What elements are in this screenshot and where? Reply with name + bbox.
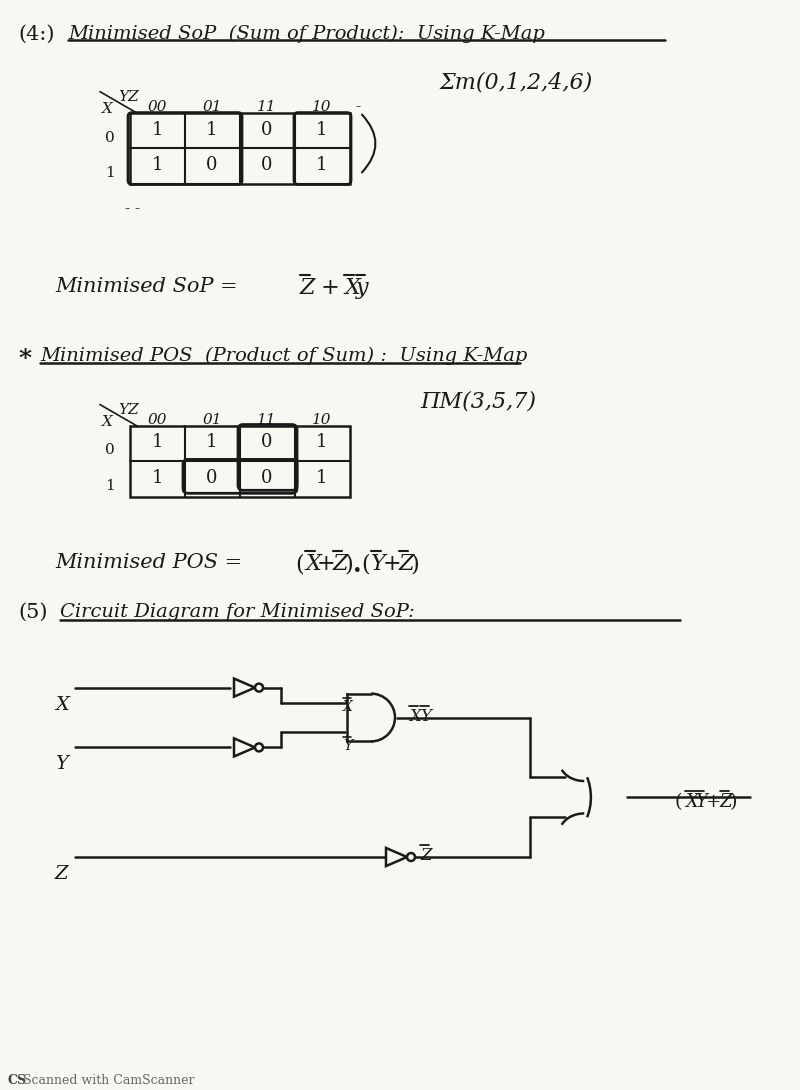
Text: *: * (18, 347, 31, 371)
Text: +: + (317, 553, 336, 576)
Text: 00: 00 (147, 99, 166, 113)
Text: Y: Y (371, 553, 386, 576)
Text: 0: 0 (262, 157, 273, 174)
Text: 10: 10 (312, 413, 332, 426)
Text: (: ( (675, 794, 682, 811)
Text: 01: 01 (202, 413, 222, 426)
Text: ): ) (730, 794, 738, 811)
Text: X: X (55, 695, 69, 714)
Text: YZ: YZ (118, 89, 138, 104)
Text: 0: 0 (262, 434, 273, 451)
Text: 1: 1 (206, 434, 218, 451)
Text: Z: Z (300, 277, 315, 299)
Text: CS: CS (8, 1075, 27, 1088)
Text: 1: 1 (151, 434, 162, 451)
Text: 1: 1 (151, 157, 162, 174)
Text: YZ: YZ (118, 402, 138, 416)
Text: X: X (344, 277, 360, 299)
Bar (130, 112, 350, 184)
Text: - -: - - (125, 203, 140, 216)
Text: Minimised SoP =: Minimised SoP = (55, 277, 244, 296)
Text: 1: 1 (151, 121, 162, 138)
Text: 11: 11 (258, 99, 277, 113)
Text: (: ( (361, 553, 370, 576)
Text: 1: 1 (316, 157, 328, 174)
Text: X: X (685, 794, 698, 811)
Text: 10: 10 (312, 99, 332, 113)
Text: 0: 0 (262, 121, 273, 138)
Text: 01: 01 (202, 99, 222, 113)
Text: 0: 0 (206, 157, 218, 174)
Text: +: + (314, 277, 347, 299)
Text: Y: Y (55, 755, 68, 774)
Text: (5): (5) (18, 603, 47, 622)
Text: 00: 00 (147, 413, 166, 426)
Text: X: X (409, 707, 421, 725)
Text: Z: Z (399, 553, 414, 576)
Text: 0: 0 (262, 470, 273, 487)
Text: +Z: +Z (705, 794, 733, 811)
Text: Y: Y (343, 739, 352, 753)
Text: Y: Y (420, 707, 431, 725)
Text: Minimised SoP  (Sum of Product):  Using K-Map: Minimised SoP (Sum of Product): Using K-… (68, 25, 545, 44)
Text: ΠM(3,5,7): ΠM(3,5,7) (420, 390, 536, 413)
Text: Circuit Diagram for Minimised SoP:: Circuit Diagram for Minimised SoP: (60, 603, 414, 621)
Text: Scanned with CamScanner: Scanned with CamScanner (23, 1075, 194, 1088)
Text: 11: 11 (258, 413, 277, 426)
Bar (130, 425, 350, 497)
Text: X: X (102, 101, 113, 116)
Text: 1: 1 (206, 121, 218, 138)
Text: 0: 0 (105, 444, 115, 458)
Text: Y: Y (695, 794, 707, 811)
Text: (: ( (295, 553, 304, 576)
Text: Z: Z (55, 865, 69, 883)
Text: ): ) (344, 553, 353, 576)
Text: Minimised POS  (Product of Sum) :  Using K-Map: Minimised POS (Product of Sum) : Using K… (40, 347, 527, 365)
Text: 1: 1 (316, 434, 328, 451)
Text: 1: 1 (105, 167, 115, 181)
Text: +: + (383, 553, 402, 576)
Text: (4:): (4:) (18, 25, 54, 44)
Text: 0: 0 (105, 131, 115, 145)
Text: 1: 1 (105, 480, 115, 494)
Text: y: y (356, 277, 369, 299)
Text: 1: 1 (151, 470, 162, 487)
Text: Minimised POS =: Minimised POS = (55, 553, 249, 572)
Text: 1: 1 (316, 470, 328, 487)
Text: X: X (343, 700, 353, 714)
Text: X: X (102, 414, 113, 428)
Text: ): ) (410, 553, 418, 576)
Text: Σm(0,1,2,4,6): Σm(0,1,2,4,6) (440, 72, 594, 94)
Text: Z: Z (420, 847, 431, 864)
Text: 1: 1 (316, 121, 328, 138)
Text: -: - (355, 99, 360, 113)
Text: .: . (353, 553, 362, 577)
Text: Z: Z (333, 553, 349, 576)
Text: 0: 0 (206, 470, 218, 487)
Text: X: X (305, 553, 321, 576)
